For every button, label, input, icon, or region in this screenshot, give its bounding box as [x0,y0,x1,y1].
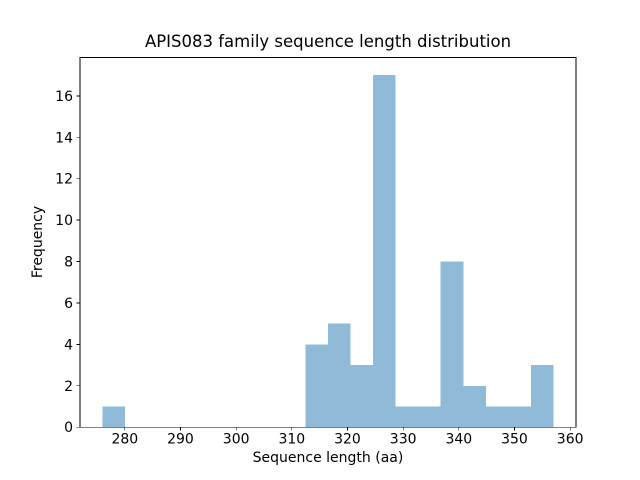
axes-spines [79,57,577,428]
x-tick-label: 350 [501,432,528,448]
histogram-bar [373,75,396,428]
x-tick-label: 320 [334,432,361,448]
y-tick-label: 6 [64,296,73,312]
histogram-bar [395,406,419,428]
y-tick-label: 14 [55,130,73,146]
histogram-bar [463,385,486,428]
histogram-bar [328,323,351,428]
x-tick-label: 300 [223,432,250,448]
y-tick-label: 2 [64,379,73,395]
histogram-bar [530,365,554,428]
x-axis-label: Sequence length (aa) [252,450,404,466]
y-tick-label: 10 [55,213,73,229]
y-tick-label: 16 [55,89,73,105]
y-tick-label: 0 [64,420,73,436]
histogram-bar [102,406,126,428]
histogram-bar [440,261,464,428]
x-tick-label: 330 [390,432,417,448]
x-tick-label: 290 [167,432,194,448]
y-axis-label: Frequency [30,205,46,279]
histogram-bar [508,406,531,428]
chart-title: APIS083 family sequence length distribut… [144,32,512,51]
histogram-bar [305,344,328,428]
x-tick-label: 310 [278,432,305,448]
y-tick-label: 4 [64,337,73,353]
histogram-bar [418,406,441,428]
x-tick-label: 360 [557,432,584,448]
x-tick-label: 340 [445,432,472,448]
histogram-bar [485,406,509,428]
x-tick-label: 280 [111,432,138,448]
y-tick-label: 8 [64,255,73,271]
histogram-bar [350,365,374,428]
y-tick-label: 12 [55,172,73,188]
